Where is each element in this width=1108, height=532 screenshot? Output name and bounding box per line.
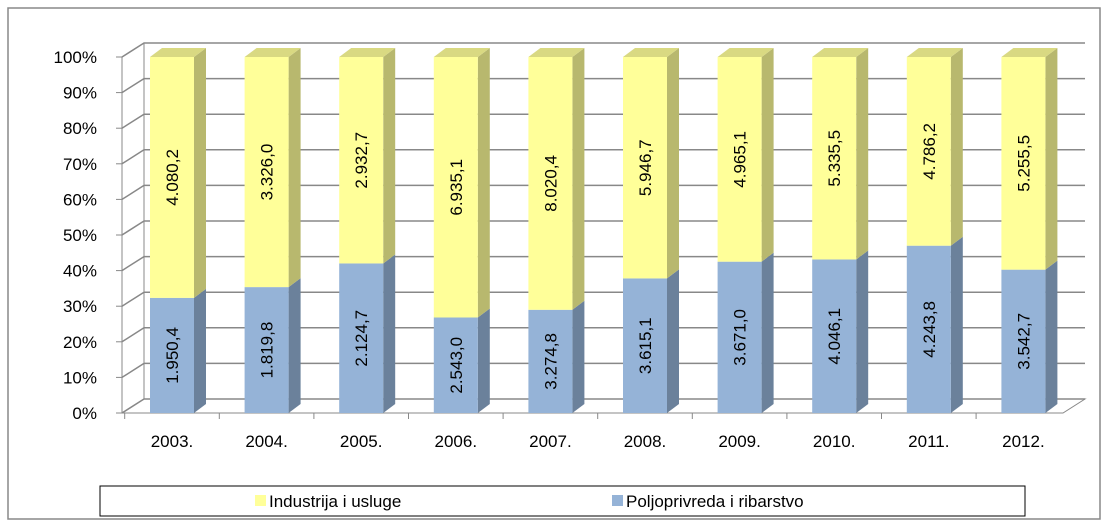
bar-top [528, 48, 585, 57]
bar-side [1045, 260, 1058, 413]
bar [623, 278, 667, 413]
y-tick-label: 100% [54, 48, 97, 67]
data-label: 3.274,8 [541, 333, 560, 390]
y-tick-label: 30% [63, 297, 97, 316]
x-tick-label: 2006. [435, 432, 478, 451]
legend-label: Industrija i usluge [269, 492, 401, 511]
data-label: 8.020,4 [541, 155, 560, 212]
data-label: 4.243,8 [920, 301, 939, 358]
bar-side [856, 48, 869, 260]
bar-side [383, 254, 396, 413]
bar-side [477, 48, 490, 318]
y-tick-label: 10% [63, 368, 97, 387]
bar-top [339, 48, 396, 57]
data-label: 6.935,1 [447, 159, 466, 216]
y-tick-label: 80% [63, 119, 97, 138]
data-label: 1.950,4 [163, 327, 182, 384]
bar-side [1045, 48, 1058, 270]
x-tick-label: 2004. [245, 432, 288, 451]
bar-side [572, 48, 585, 310]
bar [812, 57, 857, 260]
data-label: 3.615,1 [636, 317, 655, 374]
y-tick-label: 60% [63, 190, 97, 209]
y-tick-label: 20% [63, 333, 97, 352]
x-tick-label: 2011. [908, 432, 949, 451]
data-label: 4.965,1 [731, 131, 750, 188]
legend-swatch [255, 495, 266, 506]
x-tick-label: 2010. [813, 432, 856, 451]
bar-side [856, 250, 869, 413]
bar [528, 309, 573, 413]
x-tick-label: 2012. [1002, 432, 1045, 451]
y-tick-label: 0% [72, 404, 97, 423]
bar-side [667, 269, 679, 413]
bar-side [572, 300, 585, 413]
bar [1001, 57, 1046, 270]
bar-side [950, 236, 963, 413]
data-label: 2.932,7 [352, 132, 371, 189]
bar-top [433, 48, 490, 57]
bar-side [667, 48, 679, 279]
data-label: 3.542,7 [1014, 313, 1033, 370]
bar [1001, 269, 1046, 413]
legend-swatch [612, 495, 623, 506]
data-label: 5.946,7 [636, 139, 655, 196]
bar-top [1001, 48, 1058, 57]
y-tick-label: 50% [63, 226, 97, 245]
bar [433, 317, 478, 413]
data-label: 5.255,5 [1014, 135, 1033, 192]
bar [433, 57, 478, 318]
y-tick-label: 70% [63, 155, 97, 174]
bar-side [194, 288, 206, 413]
bar-side [950, 48, 963, 246]
bar-side [194, 48, 206, 298]
data-label: 4.046,1 [825, 308, 844, 365]
bar [528, 57, 573, 310]
legend-label: Poljoprivreda i ribarstvo [626, 492, 804, 511]
data-label: 4.080,2 [163, 149, 182, 206]
data-label: 4.786,2 [920, 123, 939, 180]
bar-top [244, 48, 301, 57]
bar [906, 245, 951, 413]
bar-side [477, 308, 490, 413]
legend-box [99, 485, 1026, 517]
bar [339, 263, 384, 413]
bar-side [383, 48, 396, 264]
data-label: 1.819,8 [258, 322, 277, 379]
grid-line [121, 42, 1085, 58]
bar [244, 287, 289, 413]
bar [150, 57, 194, 298]
bar-side [761, 252, 774, 413]
x-tick-label: 2008. [624, 432, 667, 451]
y-tick-label: 40% [63, 262, 97, 281]
x-tick-label: 2003. [151, 432, 194, 451]
data-label: 2.124,7 [352, 310, 371, 367]
bar [717, 57, 762, 262]
bar-top [812, 48, 869, 57]
x-tick-label: 2005. [340, 432, 383, 451]
bar [717, 261, 762, 413]
bar-top [717, 48, 774, 57]
x-tick-label: 2007. [529, 432, 572, 451]
bar-top [150, 48, 206, 57]
bar [244, 57, 289, 288]
bar-side [288, 278, 301, 413]
data-label: 5.335,5 [825, 130, 844, 187]
y-tick-label: 90% [63, 84, 97, 103]
bar-side [761, 48, 774, 262]
x-tick-label: 2009. [718, 432, 761, 451]
bar [150, 297, 194, 413]
bar-side [288, 48, 301, 288]
data-label: 3.326,0 [258, 144, 277, 201]
bar-top [623, 48, 679, 57]
data-label: 2.543,0 [447, 337, 466, 394]
bar [339, 57, 384, 264]
data-label: 3.671,0 [731, 309, 750, 366]
bar [906, 57, 951, 246]
bar-top [906, 48, 963, 57]
bar [812, 259, 857, 413]
bar [623, 57, 667, 279]
